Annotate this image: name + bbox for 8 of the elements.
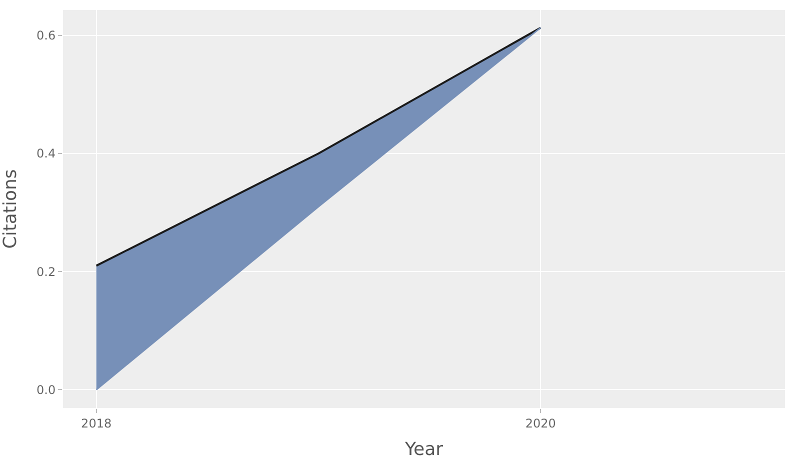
x-tick-label: 2018 bbox=[81, 416, 112, 430]
y-tick-label: 0.6 bbox=[36, 28, 56, 43]
x-axis-title: Year bbox=[404, 439, 444, 460]
y-axis-title: Citations bbox=[0, 169, 21, 249]
x-tick-label: 2020 bbox=[525, 416, 556, 430]
y-tick-label: 0.2 bbox=[36, 264, 56, 279]
y-tick-label: 0.4 bbox=[36, 146, 56, 161]
y-tick-label: 0.0 bbox=[36, 382, 56, 397]
